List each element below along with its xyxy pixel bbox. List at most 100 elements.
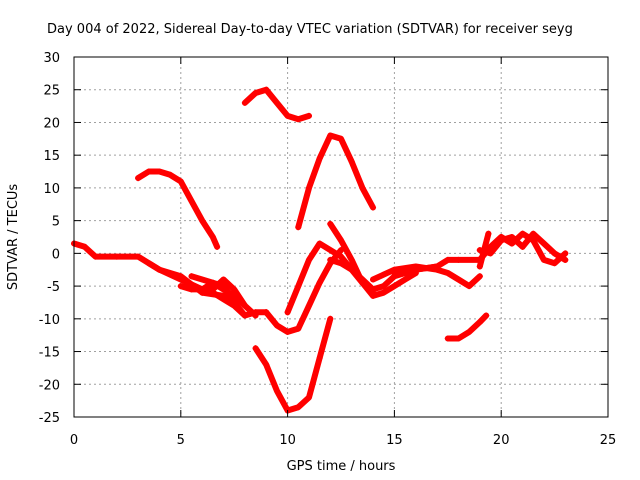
data-point [167,171,174,178]
data-point [135,175,142,182]
data-point [199,217,206,224]
data-point [177,283,184,290]
data-point [348,256,355,263]
data-point [231,302,238,309]
data-point [220,286,227,293]
data-point [188,198,195,204]
data-point [551,260,558,267]
data-point [370,292,377,299]
x-tick-label: 0 [70,433,78,448]
data-point [348,266,355,273]
series-line [295,132,376,231]
data-point [295,116,302,123]
data-point [252,345,259,352]
data-point [284,309,291,316]
data-point [145,260,152,267]
data-point [338,253,344,260]
data-point [455,276,462,283]
data-point [444,256,451,263]
series-track-16 [444,312,490,342]
chart-title: Day 004 of 2022, Sidereal Day-to-day VTE… [47,22,573,37]
data-point [113,253,120,260]
data-point [177,178,184,185]
data-point [530,230,537,237]
data-point [305,302,312,309]
data-point [156,168,163,175]
data-point [295,283,302,290]
data-point [540,256,547,263]
data-point [402,276,409,283]
y-tick-label: 20 [43,116,60,131]
series-track-6 [135,168,221,250]
y-tick-label: -25 [39,411,60,426]
y-axis-label: SDTVAR / TECUs [6,184,21,291]
data-point [455,256,462,263]
data-point [562,250,569,257]
data-point [348,158,355,165]
series-line [135,168,221,250]
data-point [199,276,206,283]
data-point [214,243,221,250]
data-point [483,312,490,319]
data-point [220,296,227,303]
y-tick-label: -5 [47,280,60,295]
data-point [327,315,334,322]
data-point [231,286,238,293]
data-point [327,220,334,227]
data-point [327,132,334,139]
data-point [209,286,216,293]
data-point [295,224,302,231]
data-point [305,394,312,401]
data-point [81,243,88,250]
y-tick-label: 25 [43,84,60,99]
x-tick-label: 25 [600,433,617,448]
data-point [327,247,334,254]
data-point [402,266,409,273]
data-point [263,361,270,368]
data-point [284,328,291,335]
series-track-11 [295,132,377,231]
data-point [380,283,387,290]
data-point [530,237,537,244]
data-point [434,263,441,270]
data-point [231,292,238,299]
data-point [188,273,195,280]
data-point [485,230,492,237]
data-series [71,86,569,414]
y-tick-label: -10 [39,313,60,328]
data-point [476,319,483,326]
data-point [380,289,387,296]
series-track-19 [476,230,492,270]
series-line [444,312,490,342]
data-point [305,112,312,119]
data-point [370,286,377,293]
data-point [305,184,312,191]
data-point [338,135,344,142]
data-point [209,279,216,286]
data-point [519,243,526,250]
data-point [487,243,494,250]
y-tick-label: -15 [39,346,60,361]
data-point [391,270,398,276]
data-point [263,309,270,316]
series-line [252,315,334,414]
data-point [540,240,547,247]
plot-frame [73,56,609,418]
data-point [305,256,312,263]
data-point [284,112,291,119]
data-point [498,234,505,240]
data-point [316,155,323,162]
data-point [295,325,302,332]
data-point [338,237,344,244]
data-point [508,234,515,240]
data-point [156,266,163,273]
data-point [466,328,473,335]
data-point [370,204,377,211]
data-point [316,240,323,247]
grid-lines [74,57,608,417]
data-point [273,99,280,106]
series-track-5 [188,273,259,319]
data-point [391,283,398,290]
data-point [273,322,280,329]
